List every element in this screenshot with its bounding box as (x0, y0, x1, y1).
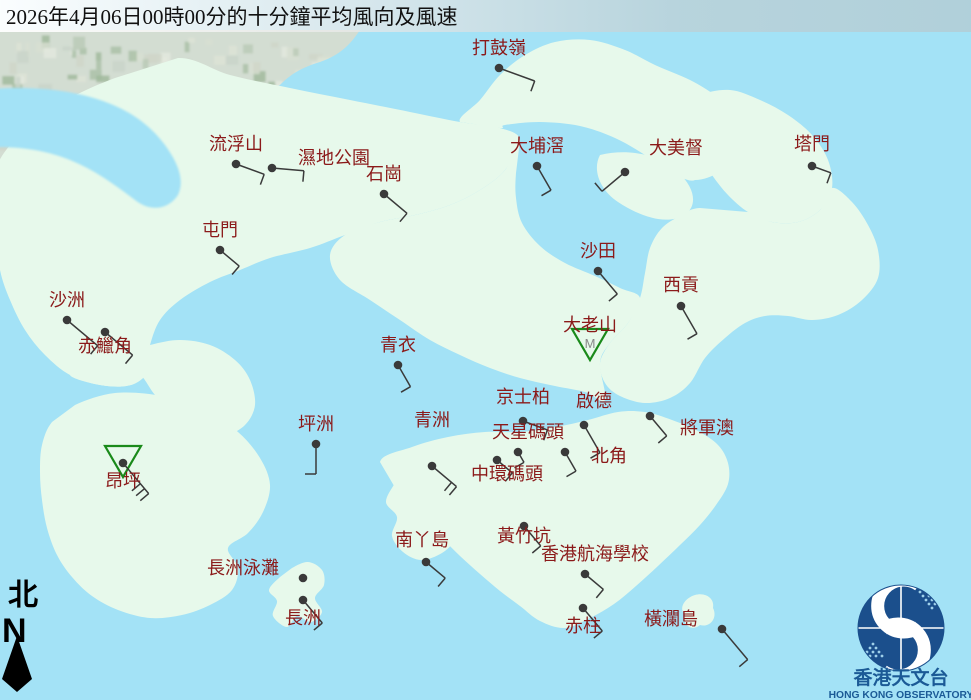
svg-text:赤鱲角: 赤鱲角 (78, 336, 132, 356)
svg-text:大美督: 大美督 (649, 138, 703, 158)
svg-text:天星碼頭: 天星碼頭 (492, 422, 564, 442)
svg-text:濕地公園: 濕地公園 (298, 148, 370, 168)
svg-text:昂坪: 昂坪 (105, 471, 141, 491)
svg-text:打鼓嶺: 打鼓嶺 (472, 38, 526, 58)
svg-text:啟德: 啟德 (576, 391, 612, 411)
svg-text:赤柱: 赤柱 (565, 616, 601, 636)
svg-text:大埔滘: 大埔滘 (510, 136, 564, 156)
svg-text:橫瀾島: 橫瀾島 (644, 609, 698, 629)
svg-text:塔門: 塔門 (794, 134, 830, 154)
svg-text:HONG KONG OBSERVATORY: HONG KONG OBSERVATORY (829, 690, 971, 700)
svg-text:石崗: 石崗 (366, 164, 402, 184)
svg-text:屯門: 屯門 (202, 220, 238, 240)
svg-text:西貢: 西貢 (663, 275, 699, 295)
svg-text:將軍澳: 將軍澳 (680, 418, 734, 438)
svg-text:南丫島: 南丫島 (395, 530, 449, 550)
svg-text:青洲: 青洲 (414, 410, 450, 430)
svg-text:中環碼頭: 中環碼頭 (471, 464, 543, 484)
svg-text:京士柏: 京士柏 (496, 387, 550, 407)
svg-text:沙田: 沙田 (580, 241, 616, 261)
svg-text:北角: 北角 (591, 446, 627, 466)
svg-text:長洲泳灘: 長洲泳灘 (207, 558, 279, 578)
svg-text:沙洲: 沙洲 (49, 290, 85, 310)
svg-text:北: 北 (8, 579, 38, 612)
svg-text:大老山: 大老山 (563, 315, 617, 335)
svg-text:長洲: 長洲 (285, 608, 321, 628)
svg-text:坪洲: 坪洲 (298, 414, 334, 434)
svg-text:M: M (585, 336, 596, 351)
svg-text:香港天文台: 香港天文台 (852, 666, 948, 689)
svg-text:黃竹坑: 黃竹坑 (497, 526, 551, 546)
svg-text:香港航海學校: 香港航海學校 (541, 544, 649, 564)
svg-text:流浮山: 流浮山 (209, 134, 263, 154)
svg-text:青衣: 青衣 (380, 335, 416, 355)
